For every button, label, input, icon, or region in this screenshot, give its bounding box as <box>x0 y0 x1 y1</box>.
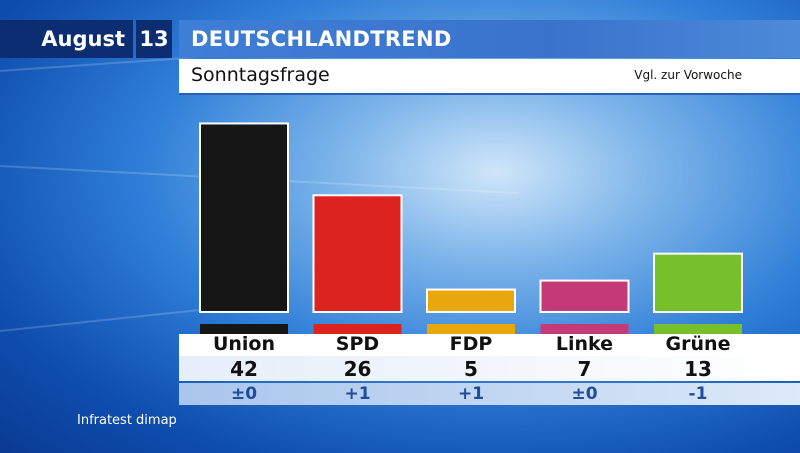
bar-fdp <box>426 288 516 314</box>
bar-spd <box>312 194 403 313</box>
color-strip-fdp <box>427 324 515 334</box>
bar-linke <box>539 279 630 313</box>
bar-grüne <box>653 252 743 313</box>
party-change-spd: +1 <box>344 384 371 404</box>
party-value-linke: 7 <box>577 357 592 381</box>
party-value-grüne: 13 <box>684 357 712 381</box>
party-value-fdp: 5 <box>464 357 478 381</box>
chart-title: Sonntagsfrage <box>191 64 330 86</box>
party-change-grüne: -1 <box>688 384 708 404</box>
party-value-spd: 26 <box>343 357 372 381</box>
party-name-fdp: FDP <box>449 333 493 355</box>
color-strip-grüne <box>654 324 742 334</box>
date-day: 13 <box>136 20 172 58</box>
compare-label: Vgl. zur Vorwoche <box>634 68 742 82</box>
party-names-row: Union SPD FDP Linke Grüne <box>179 333 800 356</box>
source-label: Infratest dimap <box>77 413 177 428</box>
party-name-grüne: Grüne <box>665 333 731 355</box>
party-name-linke: Linke <box>555 333 614 355</box>
party-changes-row: ±0 +1 +1 ±0 -1 <box>179 383 800 405</box>
color-strip-union <box>200 324 288 334</box>
party-change-fdp: +1 <box>457 384 485 404</box>
party-name-union: Union <box>212 333 276 355</box>
party-name-spd: SPD <box>335 333 380 355</box>
date-month: August <box>0 20 133 58</box>
bar-union <box>199 122 289 314</box>
bar-chart <box>199 122 743 334</box>
page-title: DEUTSCHLANDTREND <box>179 20 800 58</box>
subtitle-bar: Sonntagsfrage Vgl. zur Vorwoche <box>179 59 800 93</box>
party-change-linke: ±0 <box>571 384 598 404</box>
party-change-union: ±0 <box>230 384 258 404</box>
color-strip-spd <box>313 324 402 334</box>
party-value-union: 42 <box>230 357 258 381</box>
party-values-row: 42 26 5 7 13 <box>179 356 800 381</box>
divider <box>179 93 800 95</box>
color-strip-linke <box>540 324 629 334</box>
